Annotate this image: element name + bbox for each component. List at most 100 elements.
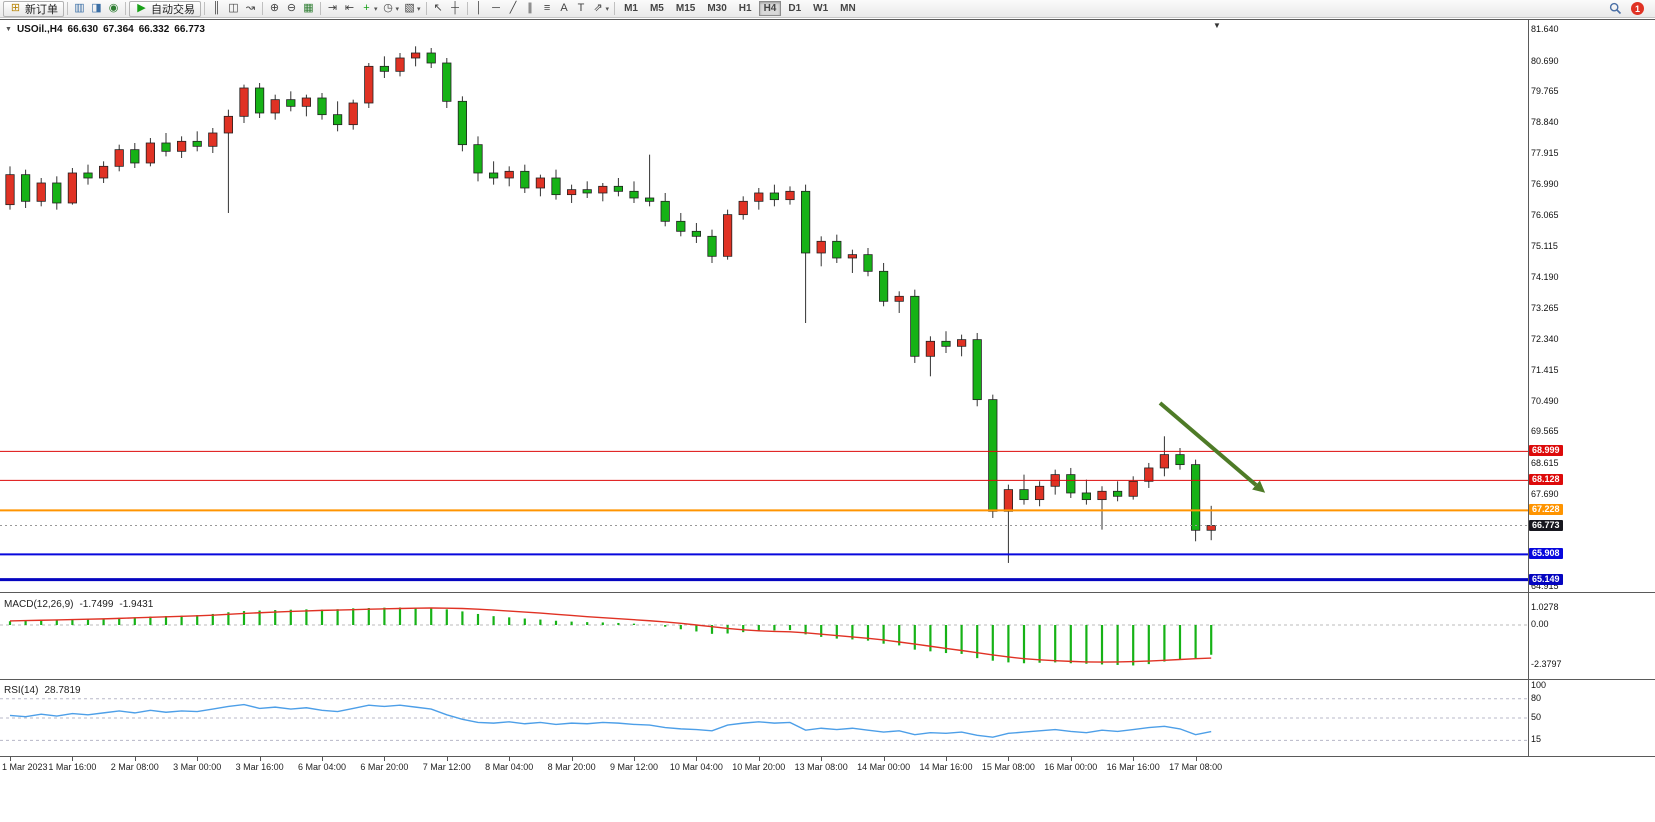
timeframe-mn-button[interactable]: MN [840, 3, 856, 14]
bear-candle[interactable] [1191, 464, 1201, 531]
zoom-in-button[interactable]: ⊕ [266, 1, 283, 17]
bull-candle[interactable] [504, 170, 514, 179]
bear-candle[interactable] [488, 172, 499, 179]
price-axis[interactable]: 81.640 80.690 79.765 78.840 77.915 76.990 76.0… [1529, 18, 1655, 757]
bear-candle[interactable] [83, 172, 93, 179]
autotrading-button[interactable]: ▶ 自动交易 [129, 0, 201, 17]
bear-candle[interactable] [941, 340, 951, 347]
bull-candle[interactable] [598, 185, 608, 194]
bull-candle[interactable] [723, 214, 733, 257]
bear-candle[interactable] [879, 270, 889, 302]
line-chart-button[interactable]: ↝ [242, 1, 259, 17]
search-button[interactable] [1607, 1, 1624, 17]
bull-candle[interactable] [1097, 490, 1107, 501]
bear-candle[interactable] [317, 97, 327, 116]
bear-candle[interactable] [520, 170, 530, 189]
market-watch-button[interactable]: ▥ [71, 1, 88, 17]
bull-candle[interactable] [67, 172, 77, 204]
bear-candle[interactable] [582, 189, 592, 194]
bear-candle[interactable] [972, 339, 982, 401]
tile-windows-button[interactable]: ▦ [300, 1, 317, 17]
bear-candle[interactable] [1066, 474, 1076, 494]
indicators-button[interactable]: + ▾ [358, 1, 380, 17]
bear-candle[interactable] [863, 254, 873, 272]
timeframe-w1-button[interactable]: W1 [813, 3, 829, 14]
data-window-button[interactable]: ◨ [88, 1, 105, 17]
bull-candle[interactable] [36, 182, 46, 202]
bear-candle[interactable] [769, 192, 780, 201]
timeframe-h4-button[interactable]: H4 [758, 1, 782, 16]
bull-candle[interactable] [1035, 485, 1045, 501]
bear-candle[interactable] [988, 399, 998, 512]
bear-candle[interactable] [629, 190, 639, 199]
bull-candle[interactable] [270, 99, 280, 114]
bear-candle[interactable] [660, 200, 670, 222]
rsi-panel[interactable] [0, 683, 1528, 756]
bull-candle[interactable] [239, 87, 249, 117]
chart-shift-button[interactable]: ⇤ [341, 1, 358, 17]
bull-candle[interactable] [1206, 525, 1216, 531]
bull-candle[interactable] [785, 190, 795, 201]
macd-panel[interactable] [0, 597, 1528, 679]
bull-candle[interactable] [738, 200, 748, 216]
bull-candle[interactable] [410, 52, 421, 59]
bear-candle[interactable] [457, 100, 468, 146]
cursor-button[interactable]: ↖ [430, 1, 447, 17]
bear-candle[interactable] [1019, 489, 1029, 501]
panel-splitter-rsi[interactable] [0, 679, 1655, 680]
navigator-button[interactable]: ◉ [105, 1, 122, 17]
bear-candle[interactable] [691, 230, 702, 237]
bull-candle[interactable] [395, 57, 405, 72]
new-order-button[interactable]: ⊞ 新订单 [3, 0, 64, 17]
bull-candle[interactable] [1144, 467, 1154, 482]
trend-arrow[interactable] [1158, 401, 1258, 487]
timeframe-m15-button[interactable]: M15 [675, 3, 696, 14]
bull-candle[interactable] [754, 192, 764, 202]
timeframe-d1-button[interactable]: D1 [788, 3, 802, 14]
one-click-expand-icon[interactable]: ▼ [5, 26, 12, 33]
timeframe-h1-button[interactable]: H1 [738, 3, 752, 14]
timeframe-m1-button[interactable]: M1 [624, 3, 638, 14]
chart-window[interactable]: ▼ USOil.,H4 66.630 67.364 66.332 66.773 … [0, 18, 1655, 822]
bull-candle[interactable] [114, 149, 124, 167]
bear-candle[interactable] [442, 62, 452, 102]
bear-candle[interactable] [801, 190, 811, 254]
channel-button[interactable]: ∥ [522, 1, 539, 17]
bear-candle[interactable] [1081, 492, 1091, 501]
bear-candle[interactable] [254, 87, 265, 114]
crosshair-button[interactable]: ┼ [447, 1, 464, 17]
zoom-out-button[interactable]: ⊖ [283, 1, 300, 17]
bear-candle[interactable] [20, 174, 31, 202]
notification-badge-icon[interactable]: 1 [1631, 2, 1644, 15]
bear-candle[interactable] [613, 185, 624, 192]
bull-candle[interactable] [145, 142, 155, 164]
bear-candle[interactable] [707, 235, 717, 257]
bear-candle[interactable] [832, 240, 842, 259]
bear-candle[interactable] [645, 197, 655, 202]
bull-candle[interactable] [223, 115, 233, 134]
bull-candle[interactable] [816, 240, 826, 254]
bear-candle[interactable] [130, 149, 140, 164]
bull-candle[interactable] [925, 340, 936, 357]
vertical-line-button[interactable]: │ [471, 1, 488, 17]
text-button[interactable]: A [556, 1, 573, 17]
bear-candle[interactable] [473, 144, 483, 174]
bear-candle[interactable] [1175, 454, 1185, 466]
timeframe-m30-button[interactable]: M30 [707, 3, 727, 14]
fibonacci-button[interactable]: ≡ [539, 1, 556, 17]
candlestick-button[interactable]: ◫ [225, 1, 242, 17]
time-axis[interactable]: 1 Mar 2023 1 Mar 16:00 2 Mar 08:00 3 Mar 00… [0, 757, 1655, 775]
panel-splitter-macd[interactable] [0, 592, 1655, 593]
bull-candle[interactable] [99, 165, 109, 179]
bear-candle[interactable] [551, 177, 561, 196]
bull-candle[interactable] [176, 140, 187, 152]
bear-candle[interactable] [161, 142, 171, 152]
bear-candle[interactable] [426, 52, 436, 64]
bear-candle[interactable] [286, 99, 296, 107]
chart-shift-marker[interactable]: ▼ [1213, 21, 1221, 30]
arrows-button[interactable]: ⇗ ▾ [590, 1, 612, 17]
label-button[interactable]: T [573, 1, 590, 17]
bull-candle[interactable] [5, 174, 15, 206]
trendline-button[interactable]: ╱ [505, 1, 522, 17]
bull-candle[interactable] [535, 177, 546, 189]
